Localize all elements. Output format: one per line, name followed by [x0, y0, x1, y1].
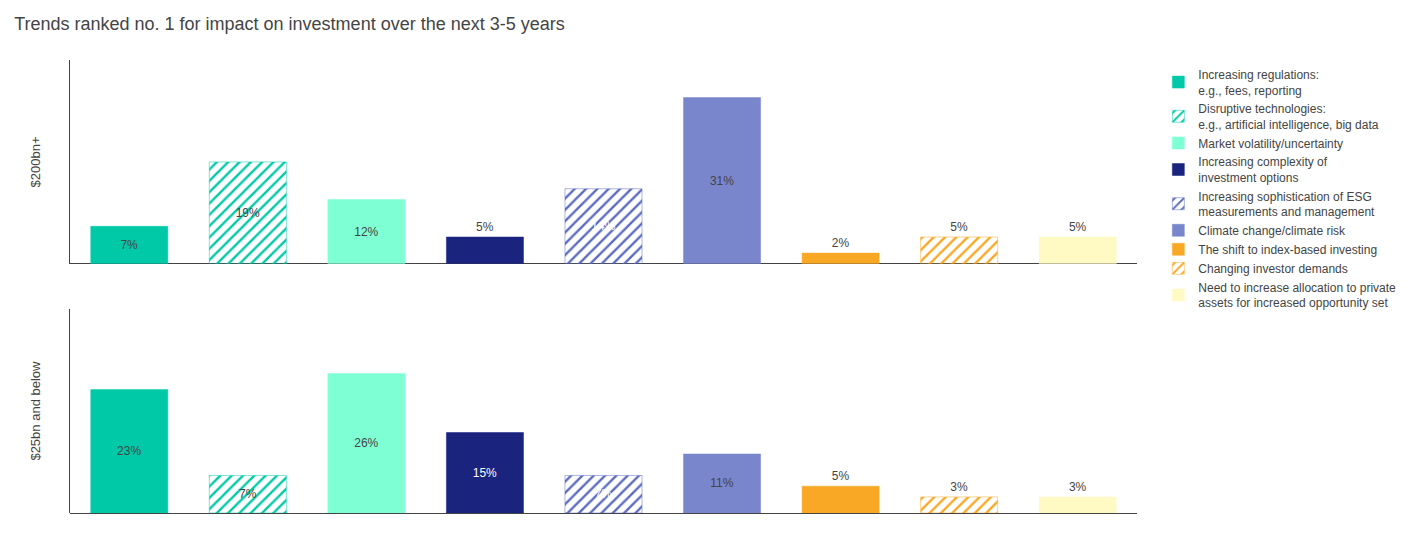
svg-text:The shift to index-based inves: The shift to index-based investing: [1198, 243, 1377, 257]
svg-text:12%: 12%: [354, 225, 378, 239]
svg-text:Trends ranked no. 1 for impact: Trends ranked no. 1 for impact on invest…: [14, 14, 565, 34]
svg-text:Changing investor demands: Changing investor demands: [1198, 262, 1347, 276]
svg-text:Increasing sophistication of E: Increasing sophistication of ESGmeasurem…: [1198, 190, 1375, 220]
svg-text:7%: 7%: [120, 238, 138, 252]
svg-text:7%: 7%: [239, 487, 257, 501]
svg-text:11%: 11%: [710, 476, 733, 490]
svg-text:19%: 19%: [236, 206, 260, 220]
svg-text:5%: 5%: [476, 220, 494, 234]
svg-text:3%: 3%: [1069, 480, 1087, 494]
svg-text:26%: 26%: [354, 436, 378, 450]
svg-text:5%: 5%: [950, 220, 968, 234]
svg-text:23%: 23%: [117, 444, 141, 458]
svg-text:14%: 14%: [591, 219, 615, 233]
svg-text:Disruptive technologies:e.g.,: Disruptive technologies:e.g., artificial…: [1198, 102, 1378, 132]
svg-text:Climate change/climate risk: Climate change/climate risk: [1198, 224, 1346, 238]
svg-text:$200bn+: $200bn+: [29, 136, 44, 187]
svg-text:5%: 5%: [832, 469, 850, 483]
svg-text:Market volatility/uncertainty: Market volatility/uncertainty: [1198, 137, 1343, 151]
svg-text:31%: 31%: [710, 174, 734, 188]
svg-text:$25bn and below: $25bn and below: [29, 361, 44, 461]
svg-text:3%: 3%: [950, 480, 968, 494]
svg-text:Increasing complexity ofinvest: Increasing complexity ofinvestment optio…: [1198, 155, 1327, 185]
svg-text:2%: 2%: [832, 236, 850, 250]
svg-text:Increasing regulations:e.g., f: Increasing regulations:e.g., fees, repor…: [1198, 68, 1319, 98]
svg-text:7%: 7%: [595, 487, 613, 501]
svg-text:15%: 15%: [473, 466, 497, 480]
svg-text:Need to increase allocation to: Need to increase allocation to privateas…: [1198, 281, 1396, 311]
svg-text:5%: 5%: [1069, 220, 1087, 234]
